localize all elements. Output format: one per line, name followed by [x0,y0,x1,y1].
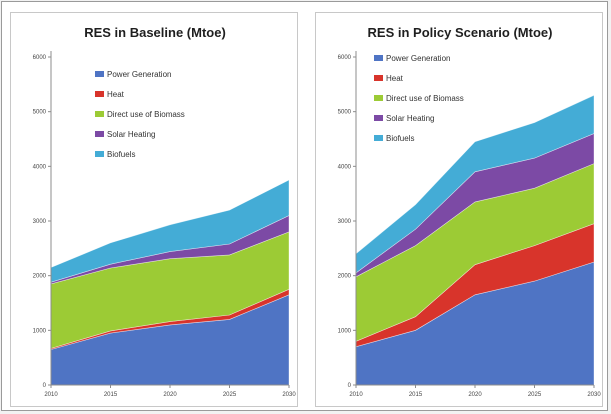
area-biofuels [50,179,290,283]
chart-title: RES in Baseline (Mtoe) [84,25,226,40]
legend-swatch-direct-use-of-biomass [374,95,383,101]
legend: Power Generation Heat Direct use of Biomas… [95,70,185,159]
baseline-chart-panel: RES in Baseline (Mtoe) 0 1000 2000 3000 4000… [10,12,298,407]
y-tick-label: 1000 [338,328,352,334]
legend-label-heat: Heat [107,90,125,99]
x-tick-label: 2010 [349,392,363,398]
y-tick-label: 2000 [338,274,352,280]
legend-swatch-power-generation [95,71,104,77]
y-tick-label: 5000 [338,110,352,116]
legend-swatch-solar-heating [95,131,104,137]
policy-chart: RES in Policy Scenario (Mtoe) 0 1000 2000 3… [338,25,602,398]
legend-swatch-power-generation [374,55,383,61]
legend-swatch-heat [95,91,104,97]
legend: Power Generation Heat Direct use of Biomas… [374,54,464,143]
y-tick-label: 3000 [33,219,47,225]
legend-label-solar-heating: Solar Heating [107,130,155,139]
legend-swatch-direct-use-of-biomass [95,111,104,117]
y-tick-label: 1000 [33,328,47,334]
legend-swatch-biofuels [374,135,383,141]
x-tick-label: 2025 [528,392,542,398]
x-tick-label: 2030 [282,392,296,398]
y-tick-label: 5000 [33,110,47,116]
legend-label-direct-use-of-biomass: Direct use of Biomass [386,94,464,103]
y-tick-label: 0 [43,383,47,389]
x-tick-label: 2015 [409,392,423,398]
y-tick-label: 6000 [33,55,47,61]
baseline-chart: RES in Baseline (Mtoe) 0 1000 2000 3000 4000… [33,25,297,398]
legend-label-biofuels: Biofuels [107,150,135,159]
legend-label-biofuels: Biofuels [386,134,414,143]
legend-swatch-solar-heating [374,115,383,121]
area-biofuels [355,94,595,274]
legend-swatch-biofuels [95,151,104,157]
x-tick-label: 2020 [468,392,482,398]
legend-label-heat: Heat [386,74,404,83]
x-tick-label: 2015 [104,392,118,398]
y-tick-label: 4000 [338,164,352,170]
x-tick-label: 2025 [223,392,237,398]
chart-title: RES in Policy Scenario (Mtoe) [368,25,553,40]
policy-chart-panel: RES in Policy Scenario (Mtoe) 0 1000 2000 3… [315,12,603,407]
x-tick-label: 2030 [587,392,601,398]
y-tick-label: 4000 [33,164,47,170]
legend-label-solar-heating: Solar Heating [386,114,434,123]
legend-label-power-generation: Power Generation [386,54,450,63]
legend-label-power-generation: Power Generation [107,70,171,79]
legend-label-direct-use-of-biomass: Direct use of Biomass [107,110,185,119]
y-tick-label: 3000 [338,219,352,225]
x-tick-label: 2020 [163,392,177,398]
x-tick-label: 2010 [44,392,58,398]
y-tick-label: 0 [348,383,352,389]
y-tick-label: 6000 [338,55,352,61]
legend-swatch-heat [374,75,383,81]
y-tick-label: 2000 [33,274,47,280]
